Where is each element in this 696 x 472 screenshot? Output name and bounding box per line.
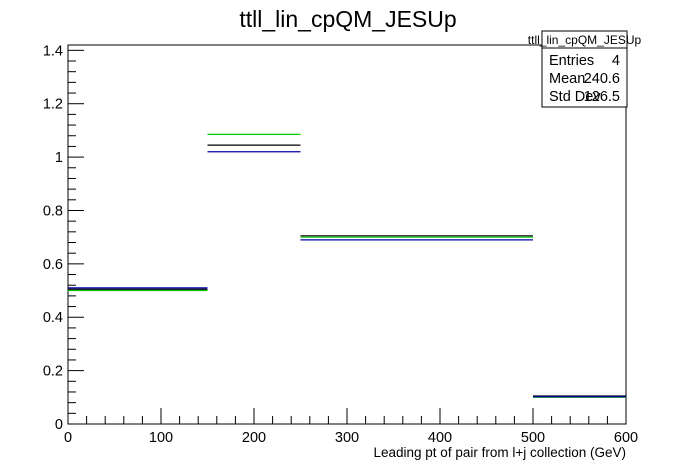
x-tick-label: 0: [64, 430, 72, 446]
x-tick-label: 400: [428, 430, 452, 446]
x-tick-label: 300: [335, 430, 359, 446]
stats-box-name: ttll_lin_cpQM_JESUp: [528, 33, 642, 47]
chart-title: ttll_lin_cpQM_JESUp: [239, 6, 456, 32]
x-axis-title: Leading pt of pair from l+j collection (…: [374, 445, 627, 460]
y-tick-label: 1: [55, 150, 63, 166]
stats-stddev-label: Std Dev: [549, 89, 601, 105]
y-tick-label: 1.4: [43, 43, 63, 59]
y-tick-label: 0.4: [43, 310, 63, 326]
x-tick-label: 100: [149, 430, 173, 446]
stats-entries-label: Entries: [549, 53, 594, 69]
stats-entries-value: 4: [612, 53, 620, 69]
y-tick-label: 0: [55, 417, 63, 433]
stats-mean-label: Mean: [549, 71, 585, 87]
x-tick-label: 200: [242, 430, 266, 446]
y-tick-label: 0.8: [43, 203, 63, 219]
stats-mean-value: 240.6: [584, 71, 620, 87]
stats-stddev-value: 126.5: [584, 89, 620, 105]
x-tick-label: 600: [614, 430, 638, 446]
y-tick-label: 0.2: [43, 364, 63, 380]
plot-area: 0 100 200 300 400 500 600 0 0.2 0.4 0.6 0.8 1 1.2 1.4: [43, 43, 638, 446]
y-tick-label: 0.6: [43, 257, 63, 273]
stats-box: ttll_lin_cpQM_JESUp Entries 4 Mean 240.6…: [528, 30, 642, 108]
y-tick-label: 1.2: [43, 97, 63, 113]
x-tick-label: 500: [521, 430, 545, 446]
